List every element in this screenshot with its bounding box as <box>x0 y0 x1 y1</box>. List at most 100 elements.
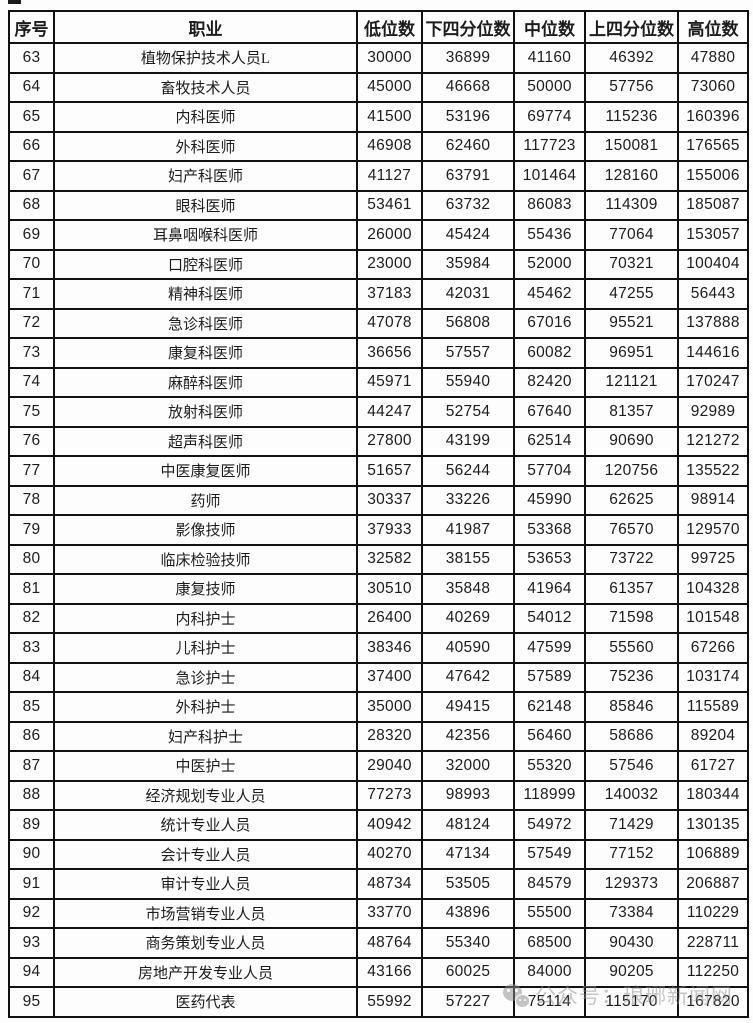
value-cell: 114309 <box>584 189 679 221</box>
serial-cell: 67 <box>8 160 55 192</box>
serial-cell: 66 <box>8 130 55 162</box>
value-cell: 45424 <box>421 219 515 251</box>
table-row: 73 康复科医师 36656 57557 60082 96951 144616 <box>8 337 749 369</box>
value-cell: 35848 <box>421 573 515 605</box>
value-cell: 103174 <box>677 661 749 693</box>
value-cell: 90690 <box>584 425 679 457</box>
value-cell: 55940 <box>421 366 515 398</box>
value-cell: 71429 <box>584 809 679 841</box>
table-row: 83 儿科护士 38346 40590 47599 55560 67266 <box>8 632 749 664</box>
serial-cell: 71 <box>8 278 55 310</box>
salary-table: 序号 职业 低位数 下四分位数 中位数 上四分位数 高位数 63 植物保护技术人员L 30000… <box>8 10 749 1018</box>
value-cell: 42356 <box>421 720 515 752</box>
occupation-cell: 会计专业人员 <box>53 838 358 870</box>
value-cell: 55992 <box>356 986 423 1018</box>
serial-cell: 90 <box>8 838 55 870</box>
column-header-3: 下四分位数 <box>421 10 515 44</box>
value-cell: 46908 <box>356 130 423 162</box>
occupation-cell: 审计专业人员 <box>53 868 358 900</box>
value-cell: 55340 <box>421 927 515 959</box>
value-cell: 206887 <box>677 868 749 900</box>
value-cell: 38155 <box>421 543 515 575</box>
table-row: 90 会计专业人员 40270 47134 57549 77152 106889 <box>8 838 749 870</box>
value-cell: 46668 <box>421 71 515 103</box>
value-cell: 47642 <box>421 661 515 693</box>
value-cell: 28320 <box>356 720 423 752</box>
table-row: 84 急诊护士 37400 47642 57589 75236 103174 <box>8 661 749 693</box>
serial-cell: 63 <box>8 42 55 74</box>
value-cell: 71598 <box>584 602 679 634</box>
occupation-cell: 畜牧技术人员 <box>53 71 358 103</box>
table-row: 85 外科护士 35000 49415 62148 85846 115589 <box>8 691 749 723</box>
value-cell: 96951 <box>584 337 679 369</box>
serial-cell: 82 <box>8 602 55 634</box>
value-cell: 115236 <box>584 101 679 133</box>
value-cell: 90205 <box>584 956 679 988</box>
value-cell: 121272 <box>677 425 749 457</box>
value-cell: 45971 <box>356 366 423 398</box>
value-cell: 48764 <box>356 927 423 959</box>
value-cell: 62460 <box>421 130 515 162</box>
value-cell: 140032 <box>584 779 679 811</box>
value-cell: 61357 <box>584 573 679 605</box>
table-row: 67 妇产科医师 41127 63791 101464 128160 155006 <box>8 160 749 192</box>
value-cell: 130135 <box>677 809 749 841</box>
value-cell: 47255 <box>584 278 679 310</box>
value-cell: 118999 <box>513 779 586 811</box>
value-cell: 69774 <box>513 101 586 133</box>
occupation-cell: 急诊科医师 <box>53 307 358 339</box>
value-cell: 144616 <box>677 337 749 369</box>
value-cell: 55436 <box>513 219 586 251</box>
table-row: 81 康复技师 30510 35848 41964 61357 104328 <box>8 573 749 605</box>
table-row: 87 中医护士 29040 32000 55320 57546 61727 <box>8 750 749 782</box>
table-row: 86 妇产科护士 28320 42356 56460 58686 89204 <box>8 720 749 752</box>
value-cell: 112250 <box>677 956 749 988</box>
value-cell: 44247 <box>356 396 423 428</box>
table-row: 92 市场营销专业人员 33770 43896 55500 73384 110229 <box>8 897 749 929</box>
value-cell: 43199 <box>421 425 515 457</box>
value-cell: 57589 <box>513 661 586 693</box>
value-cell: 49415 <box>421 691 515 723</box>
table-row: 71 精神科医师 37183 42031 45462 47255 56443 <box>8 278 749 310</box>
occupation-cell: 中医护士 <box>53 750 358 782</box>
value-cell: 77064 <box>584 219 679 251</box>
serial-cell: 89 <box>8 809 55 841</box>
value-cell: 43896 <box>421 897 515 929</box>
value-cell: 52754 <box>421 396 515 428</box>
value-cell: 55320 <box>513 750 586 782</box>
table-row: 94 房地产开发专业人员 43166 60025 84000 90205 112250 <box>8 956 749 988</box>
value-cell: 27800 <box>356 425 423 457</box>
value-cell: 115589 <box>677 691 749 723</box>
value-cell: 228711 <box>677 927 749 959</box>
occupation-cell: 房地产开发专业人员 <box>53 956 358 988</box>
value-cell: 77152 <box>584 838 679 870</box>
value-cell: 81357 <box>584 396 679 428</box>
table-row: 80 临床检验技师 32582 38155 53653 73722 99725 <box>8 543 749 575</box>
value-cell: 85846 <box>584 691 679 723</box>
value-cell: 95521 <box>584 307 679 339</box>
value-cell: 73384 <box>584 897 679 929</box>
cropped-row-fragment <box>8 0 21 4</box>
value-cell: 60082 <box>513 337 586 369</box>
value-cell: 57549 <box>513 838 586 870</box>
value-cell: 50000 <box>513 71 586 103</box>
value-cell: 67640 <box>513 396 586 428</box>
column-header-4: 中位数 <box>513 10 586 44</box>
value-cell: 129570 <box>677 514 749 546</box>
value-cell: 75114 <box>513 986 586 1018</box>
value-cell: 58686 <box>584 720 679 752</box>
table-row: 69 耳鼻咽喉科医师 26000 45424 55436 77064 153057 <box>8 219 749 251</box>
value-cell: 32000 <box>421 750 515 782</box>
value-cell: 54012 <box>513 602 586 634</box>
value-cell: 53196 <box>421 101 515 133</box>
serial-cell: 75 <box>8 396 55 428</box>
value-cell: 82420 <box>513 366 586 398</box>
serial-cell: 74 <box>8 366 55 398</box>
value-cell: 26000 <box>356 219 423 251</box>
value-cell: 137888 <box>677 307 749 339</box>
occupation-cell: 影像技师 <box>53 514 358 546</box>
serial-cell: 69 <box>8 219 55 251</box>
occupation-cell: 耳鼻咽喉科医师 <box>53 219 358 251</box>
value-cell: 30510 <box>356 573 423 605</box>
